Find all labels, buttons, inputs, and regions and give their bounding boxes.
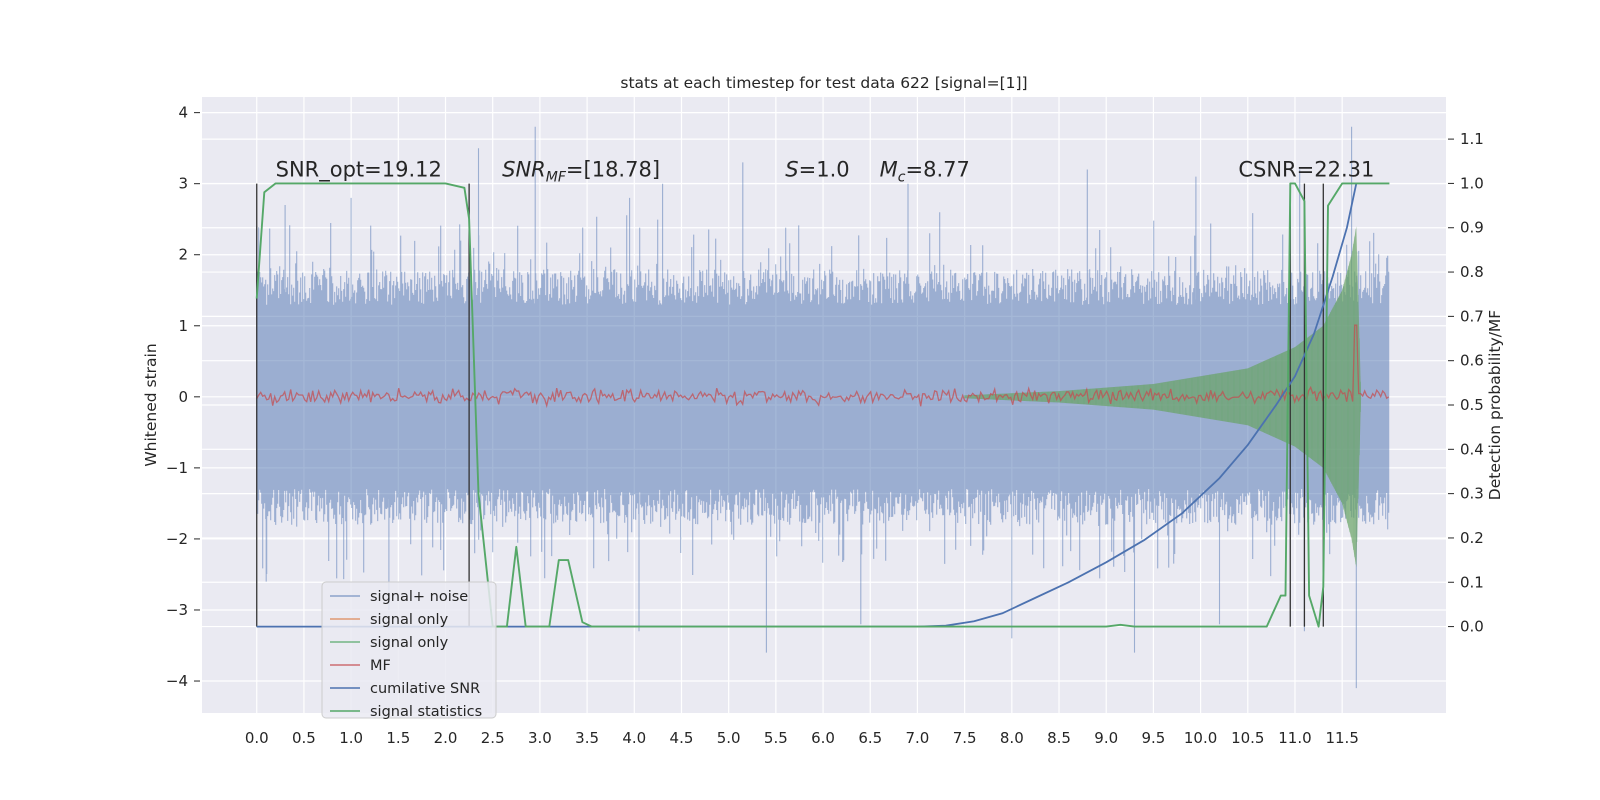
y-tick-label-right: 0.6 — [1460, 352, 1484, 370]
x-tick-label: 5.5 — [764, 729, 788, 747]
chart-title: stats at each timestep for test data 622… — [620, 74, 1027, 92]
x-tick-label: 8.5 — [1047, 729, 1071, 747]
x-tick-label: 8.0 — [1000, 729, 1024, 747]
annotation-text: Mc=8.77 — [880, 158, 970, 186]
x-tick-label: 9.0 — [1094, 729, 1118, 747]
y-tick-label-right: 0.3 — [1460, 485, 1484, 503]
annotation-text: S=1.0 — [785, 158, 849, 182]
x-tick-label: 5.0 — [717, 729, 741, 747]
x-tick-label: 7.0 — [906, 729, 930, 747]
x-tick-label: 2.5 — [481, 729, 505, 747]
series-signal-statistics — [255, 182, 1390, 628]
y-tick-label-right: 0.7 — [1460, 307, 1484, 325]
y-tick-label-right: 0.5 — [1460, 396, 1484, 414]
series-signal-only-green — [964, 226, 1362, 568]
y-tick-label-right: 0.1 — [1460, 573, 1484, 591]
legend-label: MF — [370, 658, 391, 674]
y-tick-label-left: −3 — [166, 601, 188, 619]
y-tick-label-left: 1 — [178, 317, 188, 335]
annotation-text: SNRMF=[18.78] — [502, 158, 660, 186]
annotation-text: CSNR=22.31 — [1238, 158, 1374, 182]
x-tick-label: 4.0 — [622, 729, 646, 747]
y-tick-label-right: 0.8 — [1460, 263, 1484, 281]
x-tick-label: 6.0 — [811, 729, 835, 747]
y-axis-label-left: Whitened strain — [142, 343, 160, 466]
legend-label: signal only — [370, 612, 449, 628]
x-tick-label: 11.0 — [1278, 729, 1311, 747]
x-tick-label: 2.0 — [434, 729, 458, 747]
legend-label: signal only — [370, 635, 449, 651]
y-axis-label-right: Detection probability/MF — [1486, 310, 1504, 501]
y-tick-label-left: −1 — [166, 459, 188, 477]
legend: signal+ noise signal only signal only MF cum… — [321, 581, 497, 720]
legend-box — [321, 581, 497, 719]
legend-label: signal statistics — [370, 704, 482, 720]
legend-label: signal+ noise — [370, 589, 468, 605]
y-tick-label-left: 3 — [178, 175, 188, 193]
y-tick-label-right: 0.9 — [1460, 219, 1484, 237]
legend-label: cumilative SNR — [370, 681, 480, 697]
x-tick-label: 7.5 — [953, 729, 977, 747]
y-tick-label-right: 0.2 — [1460, 529, 1484, 547]
x-tick-label: 0.5 — [292, 729, 316, 747]
x-tick-label: 6.5 — [858, 729, 882, 747]
y-tick-label-left: 4 — [178, 104, 188, 122]
series-mf — [256, 324, 1390, 409]
x-tick-label: 3.5 — [575, 729, 599, 747]
y-tick-label-right: 0.4 — [1460, 440, 1484, 458]
y-tick-label-left: −4 — [166, 672, 188, 690]
x-tick-label: 9.5 — [1141, 729, 1165, 747]
x-tick-label: 3.0 — [528, 729, 552, 747]
y-tick-label-left: 0 — [178, 388, 188, 406]
x-tick-label: 10.0 — [1184, 729, 1217, 747]
x-tick-label: 1.0 — [339, 729, 363, 747]
y-tick-label-left: −2 — [166, 530, 188, 548]
x-tick-label: 4.5 — [670, 729, 694, 747]
x-tick-label: 0.0 — [245, 729, 269, 747]
tick-labels: 0.0 0.5 1.0 1.5 2.0 2.5 3.0 3.5 4.0 4.5 5.0 5.5 6.0 6… — [166, 104, 1484, 747]
series-signal-only-orange — [964, 226, 1362, 568]
y-tick-label-right: 1.0 — [1460, 174, 1484, 192]
x-tick-label: 11.5 — [1325, 729, 1358, 747]
annotations: SNR_opt=19.12 SNRMF=[18.78] S=1.0 Mc=8.77 CS… — [276, 158, 1375, 186]
y-tick-label-right: 0.0 — [1460, 618, 1484, 636]
data-layer — [255, 126, 1390, 689]
x-tick-label: 10.5 — [1231, 729, 1264, 747]
x-tick-label: 1.5 — [386, 729, 410, 747]
annotation-text: SNR_opt=19.12 — [276, 158, 442, 183]
y-tick-label-right: 1.1 — [1460, 130, 1484, 148]
y-tick-label-left: 2 — [178, 246, 188, 264]
